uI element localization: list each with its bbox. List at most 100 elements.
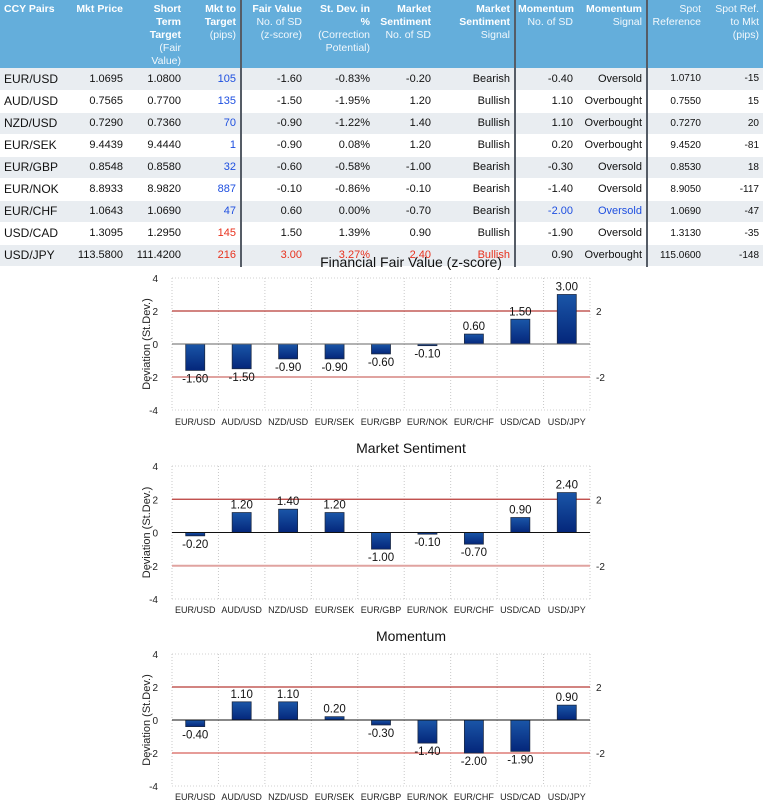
x-tick-label: EUR/NOK xyxy=(407,417,448,427)
bar[interactable] xyxy=(324,512,345,533)
table-row[interactable]: AUD/USD 0.7565 0.7700 135 -1.50 -1.95% 1.20 Bul… xyxy=(0,90,763,113)
cell-spot-reference: 0.7550 xyxy=(647,90,705,113)
cell-fair-value-sd: 1.50 xyxy=(241,222,306,245)
table-row[interactable]: EUR/CHF 1.0643 1.0690 47 0.60 0.00% -0.70 Beari… xyxy=(0,200,763,223)
table-row[interactable]: USD/JPY 113.5800 111.4200 216 3.00 3.27% 2.40 B… xyxy=(0,244,763,267)
column-header[interactable]: Spot Reference xyxy=(647,0,705,68)
column-header[interactable]: Mkt Price xyxy=(63,0,127,68)
right-tick-label: 2 xyxy=(596,683,602,694)
cell-stdev-pct: -1.95% xyxy=(306,90,374,113)
cell-momentum-sd: -1.90 xyxy=(515,222,577,245)
cell-spot-ref-to-mkt-pips: 15 xyxy=(705,90,763,113)
column-header-subtitle: Signal xyxy=(612,16,642,28)
data-label: 0.20 xyxy=(323,704,345,716)
column-header[interactable]: Momentum Signal xyxy=(577,0,648,68)
bar[interactable] xyxy=(556,704,577,721)
cell-mkt-to-target-pips: 70 xyxy=(185,112,242,135)
y-axis-label: Deviation (St.Dev.) xyxy=(141,674,153,766)
cell-pair: EUR/USD xyxy=(0,68,63,91)
bar[interactable] xyxy=(278,508,299,533)
chart-title: Momentum xyxy=(376,628,446,644)
x-tick-label: EUR/USD xyxy=(175,417,216,427)
bar[interactable] xyxy=(556,492,577,533)
cell-market-sentiment-sd: -1.00 xyxy=(374,156,435,179)
column-header-title: Market Sentiment xyxy=(380,3,431,28)
column-header[interactable]: CCY Pairs xyxy=(0,0,63,68)
column-header-title: Market Sentiment xyxy=(459,3,510,28)
cell-mkt-price: 0.7290 xyxy=(63,112,127,135)
y-tick-label: 2 xyxy=(152,307,158,318)
column-header[interactable]: St. Dev. in % (Correction Potential) xyxy=(306,0,374,68)
cell-stdev-pct: 1.39% xyxy=(306,222,374,245)
table-row[interactable]: NZD/USD 0.7290 0.7360 70 -0.90 -1.22% 1.40 Bull… xyxy=(0,112,763,135)
data-label: -0.70 xyxy=(461,547,487,559)
data-label: 0.90 xyxy=(556,692,578,704)
table-row[interactable]: EUR/NOK 8.8933 8.9820 887 -0.10 -0.86% -0.10 Be… xyxy=(0,178,763,201)
bar[interactable] xyxy=(185,343,206,371)
bar[interactable] xyxy=(231,512,252,533)
cell-pair: EUR/NOK xyxy=(0,178,63,201)
cell-spot-reference: 0.8530 xyxy=(647,156,705,179)
column-header-title: St. Dev. in % xyxy=(320,3,370,28)
column-header[interactable]: Mkt to Target (pips) xyxy=(185,0,242,68)
column-header-title: Momentum xyxy=(586,3,642,15)
cell-spot-reference: 115.0600 xyxy=(647,244,705,267)
column-header[interactable]: Spot Ref. to Mkt (pips) xyxy=(705,0,763,68)
cell-stdev-pct: 3.27% xyxy=(306,244,374,267)
cell-short-term-target: 0.8580 xyxy=(127,156,185,179)
right-tick-label: 2 xyxy=(596,307,602,318)
cell-mkt-to-target-pips: 105 xyxy=(185,68,242,91)
column-header-subtitle: No. of SD xyxy=(385,29,431,41)
bar[interactable] xyxy=(185,719,206,727)
y-tick-label: 2 xyxy=(152,683,158,694)
bar[interactable] xyxy=(463,719,484,754)
y-tick-label: 0 xyxy=(152,340,158,351)
x-tick-label: EUR/USD xyxy=(175,792,216,801)
data-label: 1.20 xyxy=(323,500,345,512)
bar[interactable] xyxy=(463,532,484,545)
cell-market-sentiment-signal: Bearish xyxy=(435,178,516,201)
table-row[interactable]: USD/CAD 1.3095 1.2950 145 1.50 1.39% 0.90 Bulli… xyxy=(0,222,763,245)
cell-mkt-price: 0.8548 xyxy=(63,156,127,179)
bar[interactable] xyxy=(231,701,252,721)
cell-short-term-target: 1.0690 xyxy=(127,200,185,223)
cell-short-term-target: 0.7360 xyxy=(127,112,185,135)
bar[interactable] xyxy=(510,318,531,345)
cell-pair: NZD/USD xyxy=(0,112,63,135)
column-header[interactable]: Fair Value No. of SD (z-score) xyxy=(241,0,306,68)
x-tick-label: USD/JPY xyxy=(548,792,586,801)
bar[interactable] xyxy=(556,294,577,345)
cell-market-sentiment-signal: Bullish xyxy=(435,222,516,245)
bar[interactable] xyxy=(278,701,299,721)
x-tick-label: EUR/NOK xyxy=(407,605,448,615)
bar[interactable] xyxy=(231,343,252,370)
bar[interactable] xyxy=(510,719,531,752)
bar[interactable] xyxy=(324,343,345,360)
table-row[interactable]: EUR/SEK 9.4439 9.4440 1 -0.90 0.08% 1.20 Bullis… xyxy=(0,134,763,157)
table-row[interactable]: EUR/GBP 0.8548 0.8580 32 -0.60 -0.58% -1.00 Bea… xyxy=(0,156,763,179)
right-tick-label: -2 xyxy=(596,373,605,384)
bar[interactable] xyxy=(371,719,391,726)
cell-mkt-to-target-pips: 135 xyxy=(185,90,242,113)
bar[interactable] xyxy=(278,343,299,360)
cell-fair-value-sd: -1.50 xyxy=(241,90,306,113)
table-row[interactable]: EUR/USD 1.0695 1.0800 105 -1.60 -0.83% -0.20 Be… xyxy=(0,68,763,91)
column-header[interactable]: Market Sentiment No. of SD xyxy=(374,0,435,68)
bar[interactable] xyxy=(510,517,531,533)
cell-stdev-pct: 0.00% xyxy=(306,200,374,223)
cell-momentum-sd: -0.30 xyxy=(515,156,577,179)
x-tick-label: EUR/GBP xyxy=(361,417,402,427)
column-header[interactable]: Market Sentiment Signal xyxy=(435,0,516,68)
bar[interactable] xyxy=(371,532,391,550)
cell-pair: AUD/USD xyxy=(0,90,63,113)
cell-momentum-sd: -2.00 xyxy=(515,200,577,223)
bar[interactable] xyxy=(371,343,391,355)
bar[interactable] xyxy=(417,719,438,744)
column-header[interactable]: Short Term Target (Fair Value) xyxy=(127,0,185,68)
x-tick-label: EUR/SEK xyxy=(315,417,355,427)
column-header[interactable]: Momentum No. of SD xyxy=(515,0,577,68)
table-header-row: CCY Pairs Mkt Price Short Term Target (Fair… xyxy=(0,0,763,68)
cell-momentum-signal: Overbought xyxy=(577,244,648,267)
bar[interactable] xyxy=(463,333,484,345)
